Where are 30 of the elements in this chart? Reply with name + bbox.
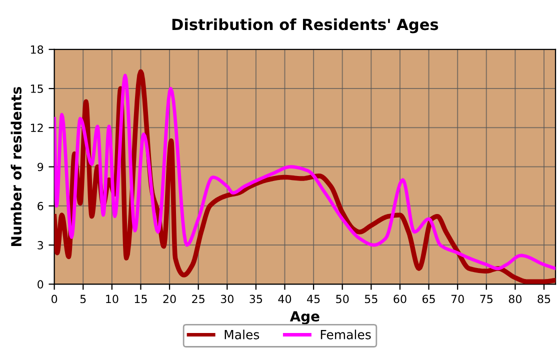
- x-tick-label: 40: [278, 294, 292, 304]
- x-axis-title: Age: [290, 311, 320, 324]
- x-tick-label: 5: [80, 294, 86, 304]
- y-tick-label: 0: [38, 280, 44, 289]
- legend-label: Males: [224, 330, 260, 340]
- chart-title: Distribution of Residents' Ages: [172, 18, 438, 34]
- x-tick-label: 35: [250, 294, 262, 304]
- y-tick-label: 9: [38, 162, 44, 172]
- y-tick-label: 12: [30, 124, 43, 132]
- y-tick-label: 18: [30, 45, 44, 54]
- x-tick-label: 10: [106, 294, 118, 304]
- x-tick-label: 15: [134, 294, 147, 304]
- x-tick-label: 45: [307, 294, 320, 304]
- x-tick-label: 0: [52, 294, 58, 304]
- y-tick-label: 6: [38, 202, 44, 210]
- y-tick-label: 15: [30, 84, 43, 93]
- x-tick-label: 70: [451, 294, 464, 304]
- x-tick-label: 25: [192, 294, 204, 304]
- x-tick-label: 50: [336, 294, 349, 304]
- y-tick-label: 3: [38, 241, 44, 250]
- x-tick-label: 60: [394, 294, 406, 304]
- y-axis-title: Number of residents: [10, 87, 22, 246]
- x-tick-label: 65: [422, 294, 435, 304]
- x-tick-label: 30: [220, 294, 234, 304]
- x-tick-label: 55: [364, 294, 378, 304]
- legend-label: Females: [320, 330, 371, 340]
- x-tick-label: 80: [508, 294, 522, 304]
- x-tick-label: 75: [480, 294, 492, 304]
- x-tick-label: 85: [538, 294, 550, 304]
- x-tick-label: 20: [163, 294, 176, 304]
